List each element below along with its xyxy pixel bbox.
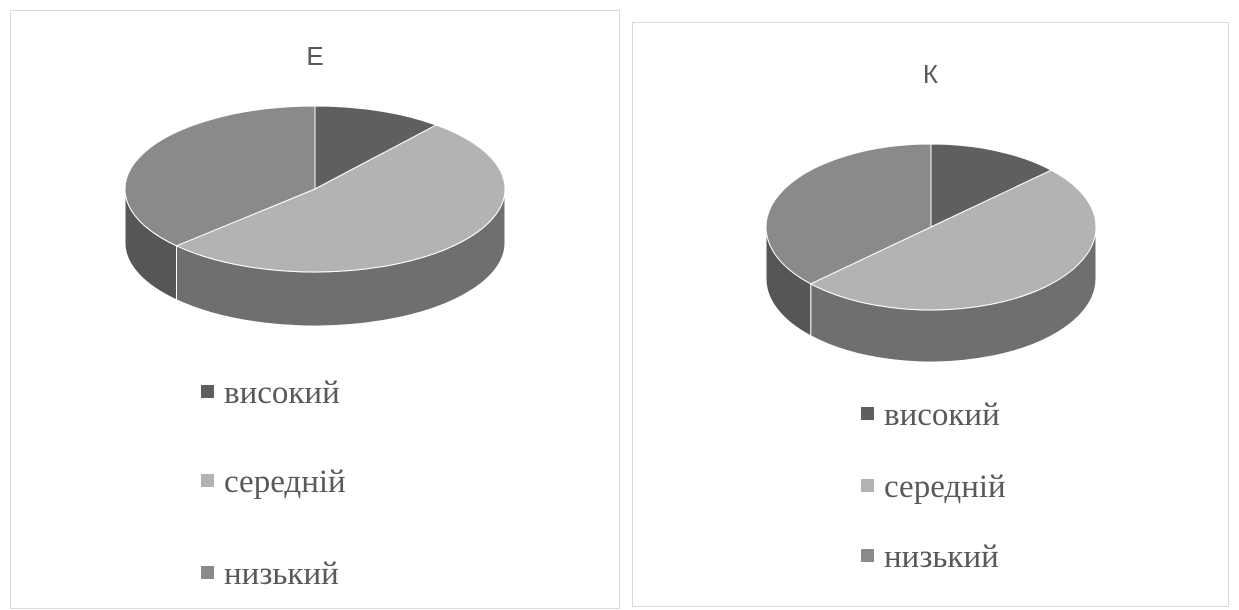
legend-label: високий xyxy=(884,397,1000,433)
legend-label: низький xyxy=(884,539,999,575)
legend-swatch xyxy=(861,478,874,492)
chart-panel-e: Е високий середній низький xyxy=(10,10,620,609)
legend-label: низький xyxy=(224,556,339,592)
legend-label: середній xyxy=(884,469,1006,505)
legend-item-high: високий xyxy=(201,373,340,413)
legend-swatch xyxy=(861,406,874,420)
pie-slice-низький xyxy=(124,105,316,247)
legend-swatch xyxy=(201,473,214,487)
pie-chart-k xyxy=(765,143,1097,363)
legend-item-medium: середній xyxy=(201,462,346,502)
chart-title: К xyxy=(922,59,939,89)
chart-panel-k: К високий середній низький xyxy=(632,22,1229,607)
pie-slice-високий xyxy=(314,105,438,190)
legend-item-low: низький xyxy=(201,554,339,594)
legend-label: високий xyxy=(224,375,340,411)
pie-slice-середній xyxy=(175,124,506,273)
legend-label: середній xyxy=(224,464,346,500)
legend-item-high: високий xyxy=(861,395,1000,435)
pie-slice-низький xyxy=(765,143,932,285)
legend-swatch xyxy=(861,548,874,562)
pie-slice-високий xyxy=(930,143,1053,228)
pie-chart-e xyxy=(124,105,506,327)
legend-swatch xyxy=(201,565,214,579)
legend-swatch xyxy=(201,384,214,398)
pie-slice-середній xyxy=(809,169,1097,311)
legend-item-low: низький xyxy=(861,537,999,577)
chart-title: Е xyxy=(306,41,324,71)
legend-item-medium: середній xyxy=(861,467,1006,507)
